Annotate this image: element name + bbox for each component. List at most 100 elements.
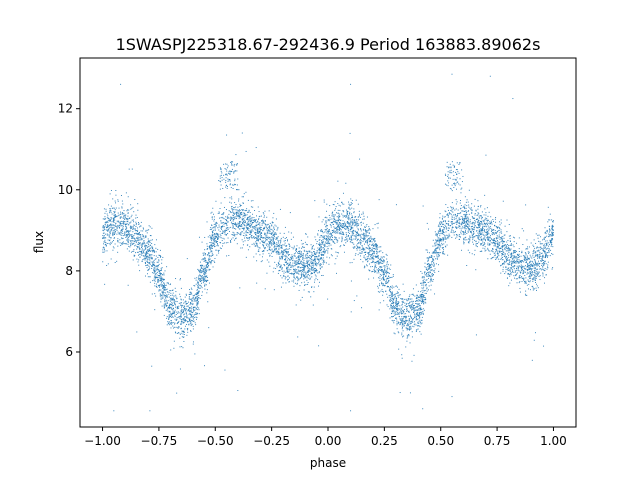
data-point bbox=[112, 233, 114, 235]
data-point bbox=[427, 266, 429, 268]
data-point bbox=[256, 232, 258, 234]
data-point bbox=[257, 206, 259, 208]
data-point bbox=[533, 265, 535, 267]
data-point bbox=[262, 230, 264, 232]
data-point bbox=[479, 222, 481, 224]
data-point bbox=[363, 255, 365, 257]
data-point bbox=[510, 243, 512, 245]
data-point bbox=[502, 240, 504, 242]
data-point bbox=[132, 231, 134, 233]
data-point bbox=[545, 233, 547, 235]
data-point bbox=[175, 314, 177, 316]
data-point bbox=[520, 271, 522, 273]
data-point bbox=[261, 232, 263, 234]
data-point bbox=[421, 308, 423, 310]
data-point bbox=[331, 212, 333, 214]
data-point bbox=[355, 253, 357, 255]
data-point bbox=[204, 273, 206, 275]
data-point bbox=[222, 242, 224, 244]
data-point bbox=[529, 273, 531, 275]
data-point bbox=[326, 239, 328, 241]
data-point bbox=[137, 233, 139, 235]
data-point bbox=[411, 306, 413, 308]
data-point bbox=[231, 217, 233, 219]
data-point bbox=[354, 221, 356, 223]
data-point bbox=[439, 245, 441, 247]
data-point bbox=[186, 320, 188, 322]
data-point bbox=[198, 307, 200, 309]
data-point bbox=[490, 216, 492, 218]
data-point bbox=[283, 250, 285, 252]
data-point bbox=[484, 225, 486, 227]
data-point bbox=[162, 290, 164, 292]
data-point bbox=[216, 234, 218, 236]
data-point bbox=[287, 257, 289, 259]
data-point bbox=[241, 217, 243, 219]
data-point bbox=[138, 222, 140, 223]
data-point bbox=[446, 214, 448, 216]
data-point bbox=[327, 241, 329, 243]
data-point bbox=[198, 275, 200, 277]
data-point bbox=[112, 246, 114, 248]
data-point bbox=[151, 227, 153, 229]
data-point bbox=[513, 246, 515, 248]
data-point bbox=[379, 285, 381, 287]
data-point bbox=[184, 301, 186, 303]
data-point bbox=[361, 213, 363, 215]
data-point bbox=[194, 298, 196, 300]
data-point bbox=[391, 319, 393, 321]
data-point bbox=[441, 222, 443, 224]
data-point bbox=[549, 255, 551, 257]
data-point bbox=[220, 227, 222, 229]
data-point bbox=[169, 322, 171, 324]
data-point bbox=[401, 321, 403, 323]
data-point bbox=[259, 239, 261, 241]
data-point bbox=[511, 252, 513, 254]
data-point bbox=[213, 223, 215, 225]
data-point bbox=[484, 238, 486, 240]
data-point bbox=[116, 260, 118, 262]
data-point bbox=[458, 217, 460, 219]
data-point bbox=[140, 238, 142, 240]
data-point bbox=[505, 261, 507, 263]
data-point bbox=[137, 227, 138, 229]
data-point bbox=[468, 222, 470, 224]
data-point bbox=[208, 327, 210, 329]
data-point bbox=[236, 215, 238, 217]
data-point bbox=[230, 216, 232, 218]
data-point bbox=[171, 322, 173, 324]
data-point bbox=[360, 242, 362, 244]
data-point bbox=[464, 228, 466, 230]
data-point bbox=[165, 295, 167, 297]
data-point bbox=[316, 270, 318, 272]
data-point bbox=[364, 237, 366, 239]
data-point bbox=[455, 237, 457, 239]
data-point bbox=[512, 262, 514, 264]
data-point bbox=[188, 324, 190, 326]
data-point bbox=[379, 246, 381, 248]
data-point bbox=[464, 239, 466, 241]
data-point bbox=[547, 206, 549, 208]
data-point bbox=[132, 250, 134, 252]
data-point bbox=[382, 269, 384, 271]
data-point bbox=[455, 169, 457, 171]
data-point bbox=[500, 231, 502, 233]
data-point bbox=[495, 217, 497, 218]
data-point bbox=[303, 250, 305, 252]
data-point bbox=[330, 239, 332, 241]
data-point bbox=[171, 301, 173, 303]
data-point bbox=[546, 242, 548, 244]
data-point bbox=[527, 280, 529, 282]
data-point bbox=[370, 250, 372, 252]
data-point bbox=[365, 233, 367, 235]
data-point bbox=[197, 280, 199, 282]
data-point bbox=[170, 312, 172, 314]
data-point bbox=[360, 243, 362, 245]
data-point bbox=[454, 165, 456, 167]
data-point bbox=[482, 242, 484, 244]
data-point bbox=[127, 241, 129, 243]
data-point bbox=[418, 313, 420, 315]
data-point bbox=[161, 295, 163, 296]
data-point bbox=[301, 243, 303, 245]
data-point bbox=[123, 217, 125, 219]
